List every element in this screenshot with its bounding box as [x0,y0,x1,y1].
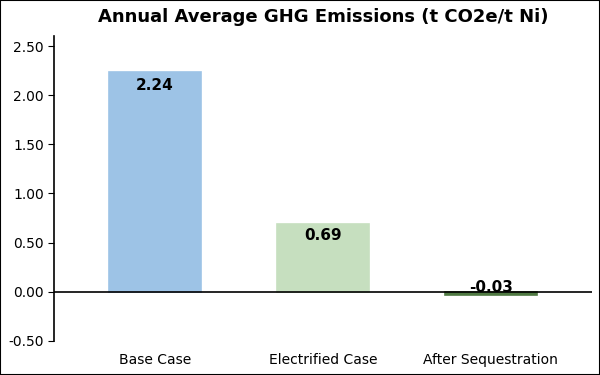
Bar [445,292,537,295]
Title: Annual Average GHG Emissions (t CO2e/t Ni): Annual Average GHG Emissions (t CO2e/t N… [98,8,548,26]
Bar [277,224,369,292]
Text: 2.24: 2.24 [136,78,174,93]
Text: -0.03: -0.03 [469,280,513,295]
Bar [109,72,201,292]
Text: 0.69: 0.69 [304,228,342,243]
